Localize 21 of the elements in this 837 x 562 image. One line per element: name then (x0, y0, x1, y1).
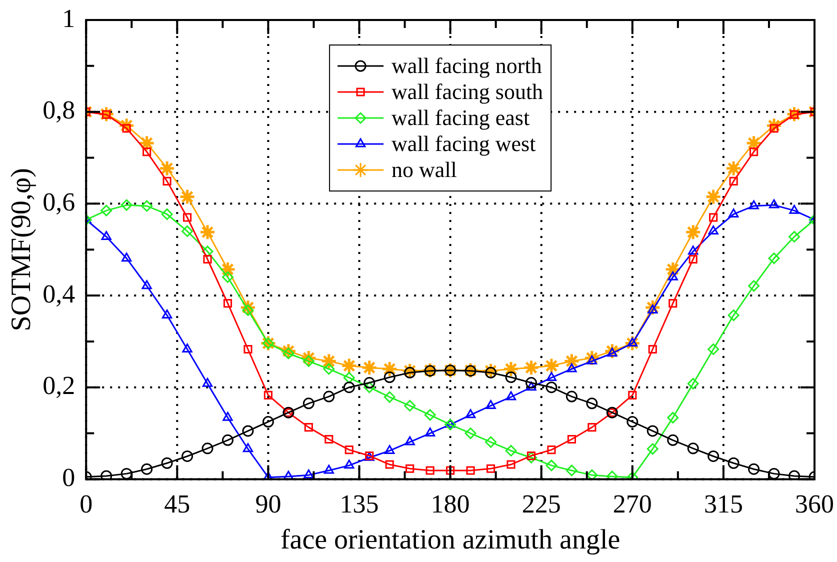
legend-label: wall facing west (392, 130, 536, 156)
legend-label: wall facing north (392, 52, 542, 78)
x-tick-label: 45 (164, 490, 190, 519)
x-tick-label: 270 (612, 490, 652, 519)
y-tick-label: 1 (62, 4, 76, 33)
y-tick-label: 0,2 (42, 371, 76, 400)
y-tick-label: 0,6 (42, 188, 76, 217)
y-tick-label: 0,4 (42, 279, 76, 308)
y-tick-label: 0,8 (42, 96, 76, 125)
x-tick-label: 180 (430, 490, 470, 519)
x-tick-label: 135 (340, 490, 379, 519)
legend-label: no wall (392, 156, 457, 182)
y-tick-label: 0 (62, 463, 76, 492)
legend-label: wall facing south (392, 78, 544, 104)
x-axis-title: face orientation azimuth angle (280, 524, 620, 556)
legend-label: wall facing east (392, 104, 530, 130)
x-tick-label: 360 (795, 490, 834, 519)
x-tick-label: 90 (255, 490, 282, 519)
y-axis-title: SOTMF(90,φ) (6, 168, 38, 332)
x-tick-label: 225 (522, 490, 561, 519)
x-tick-label: 315 (704, 490, 743, 519)
